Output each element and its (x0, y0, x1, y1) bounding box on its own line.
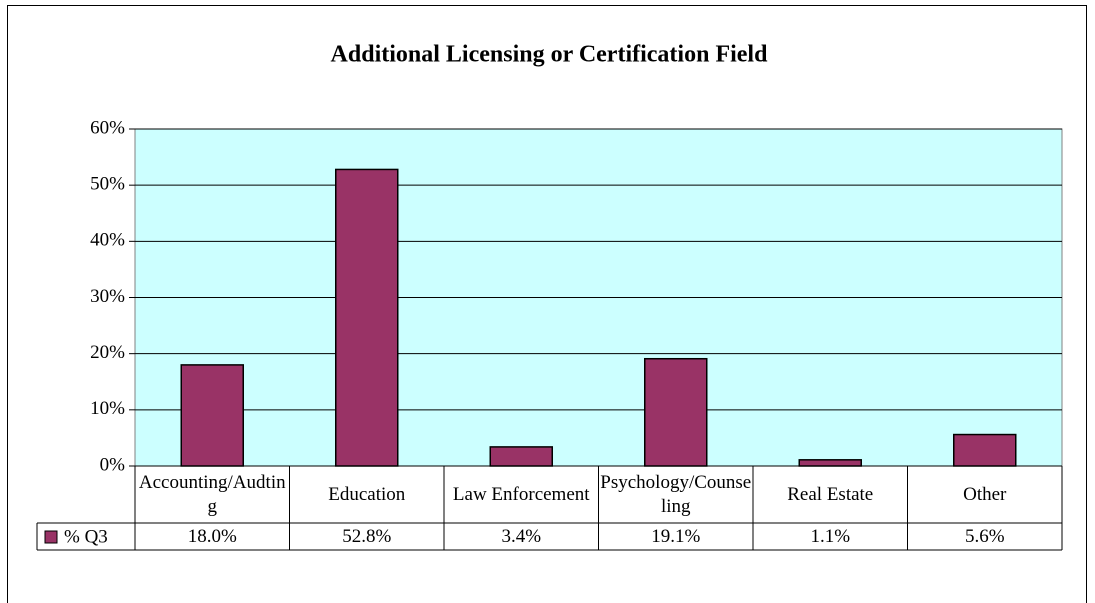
x-tick-label: Accounting/Audting (138, 471, 286, 517)
bar (644, 357, 708, 467)
x-tick-label: Law Enforcement (452, 483, 590, 505)
y-tick-label: 30% (90, 286, 125, 307)
bar (953, 433, 1017, 467)
data-label: 1.1% (810, 525, 851, 547)
chart-frame (7, 5, 1087, 603)
bar (180, 364, 244, 467)
x-tick-label: Other (963, 483, 1007, 505)
x-tick-label: Real Estate (787, 483, 874, 505)
y-tick-label: 40% (90, 230, 125, 251)
legend-swatch (44, 530, 58, 544)
y-tick-label: 10% (90, 398, 125, 419)
y-tick-label: 60% (90, 117, 125, 138)
data-label: 19.1% (651, 525, 701, 547)
data-label: 52.8% (342, 525, 392, 547)
y-tick-label: 20% (90, 342, 125, 363)
bar (489, 446, 553, 467)
legend-label: % Q3 (64, 526, 108, 547)
data-label: 5.6% (964, 525, 1005, 547)
x-tick-label: Education (328, 483, 406, 505)
data-label: 18.0% (187, 525, 237, 547)
chart-title: Additional Licensing or Certification Fi… (331, 42, 769, 68)
x-tick-label: Psychology/Counseling (600, 471, 752, 517)
y-tick-label: 50% (90, 174, 125, 195)
bar (335, 168, 399, 467)
data-label: 3.4% (501, 525, 542, 547)
y-tick-label: 0% (100, 454, 126, 475)
